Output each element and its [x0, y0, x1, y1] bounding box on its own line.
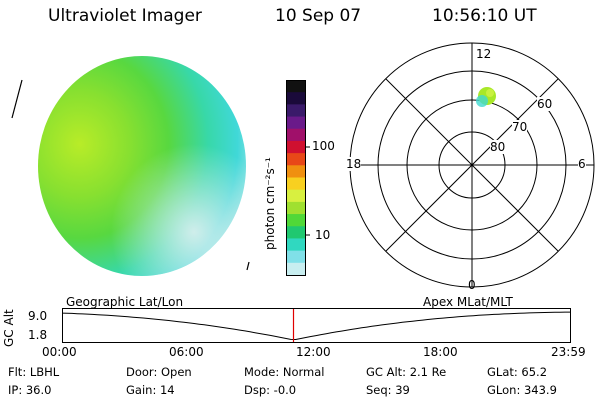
time-label: 10:56:10 UT [432, 6, 537, 26]
colorbar-band [286, 80, 306, 93]
colorbar-band [286, 250, 306, 264]
colorbar-band [286, 238, 306, 252]
time-tick-2359: 23:59 [551, 345, 586, 359]
time-tick-0600: 06:00 [169, 345, 204, 359]
polar-label-80: 80 [490, 140, 506, 154]
status-ip: IP: 36.0 [8, 383, 52, 397]
status-seq: Seq: 39 [366, 383, 410, 397]
timeline-left-caption: Geographic Lat/Lon [66, 295, 184, 309]
status-glon: GLon: 343.9 [487, 383, 557, 397]
instrument-title: Ultraviolet Imager [48, 6, 202, 26]
uv-earth-image [11, 56, 250, 276]
colorbar-band [286, 201, 306, 215]
status-gc-alt: GC Alt: 2.1 Re [366, 365, 447, 379]
timeline-right-caption: Apex MLat/MLT [423, 295, 513, 309]
colorbar [286, 80, 310, 276]
timeline-ytick-top: 9.0 [28, 309, 48, 323]
polar-plot [349, 42, 595, 288]
timeline-ytick-bottom: 1.8 [28, 328, 48, 342]
status-door: Door: Open [126, 365, 192, 379]
timeline-y-label: GC Alt [2, 309, 16, 347]
time-tick-1200: 12:00 [296, 345, 331, 359]
colorbar-tick-100: 100 [312, 139, 335, 153]
polar-label-12: 12 [476, 47, 492, 61]
status-filter: Flt: LBHL [8, 365, 60, 379]
time-tick-0000: 00:00 [42, 345, 77, 359]
colorbar-band [286, 189, 306, 203]
colorbar-band [286, 116, 306, 130]
polar-label-18: 18 [346, 157, 362, 171]
status-glat: GLat: 65.2 [487, 365, 548, 379]
colorbar-band [286, 177, 306, 191]
colorbar-band [286, 92, 306, 105]
polar-label-0: 0 [468, 278, 476, 292]
altitude-curve [61, 311, 570, 341]
colorbar-band [286, 104, 306, 118]
polar-label-60: 60 [537, 97, 553, 111]
colorbar-band [286, 165, 306, 178]
time-tick-1800: 18:00 [423, 345, 458, 359]
polar-label-6: 6 [578, 157, 586, 171]
colorbar-unit-label: photon cm⁻²s⁻¹ [263, 157, 277, 250]
polar-label-70: 70 [512, 120, 528, 134]
colorbar-band [286, 140, 306, 154]
timeline-plot [61, 308, 571, 343]
status-dsp: Dsp: -0.0 [244, 383, 297, 397]
colorbar-band [286, 226, 306, 239]
colorbar-band [286, 262, 306, 276]
status-mode: Mode: Normal [244, 365, 325, 379]
status-gain: Gain: 14 [126, 383, 175, 397]
date-label: 10 Sep 07 [275, 6, 362, 26]
colorbar-tick-10: 10 [315, 228, 331, 242]
colorbar-band [286, 214, 306, 227]
colorbar-band [286, 128, 306, 142]
colorbar-band [286, 153, 306, 166]
